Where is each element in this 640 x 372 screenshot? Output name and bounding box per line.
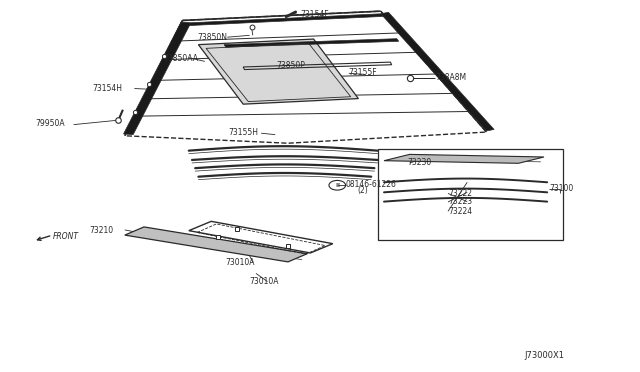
Text: 73850AA: 73850AA [163,54,198,63]
Text: 73850N: 73850N [197,33,227,42]
Bar [378,149,563,240]
Polygon shape [198,39,358,104]
Text: FRONT: FRONT [52,232,79,241]
Polygon shape [384,154,544,163]
Text: B: B [335,183,339,188]
Polygon shape [224,39,399,47]
Text: 73210: 73210 [90,226,114,235]
Text: 73154H: 73154H [93,84,123,93]
Text: 73154F: 73154F [301,10,330,19]
Text: 73100: 73100 [549,185,573,193]
Text: 738A8M: 738A8M [435,73,467,82]
Text: 73222: 73222 [448,189,472,198]
Polygon shape [125,227,307,262]
Text: J73000X1: J73000X1 [525,351,564,360]
Text: 73010A: 73010A [225,258,255,267]
Text: 73223: 73223 [448,198,472,206]
Polygon shape [124,22,191,135]
Text: 73850P: 73850P [276,61,305,70]
Text: 79950A: 79950A [35,119,65,128]
Polygon shape [184,14,384,26]
Text: 73155F: 73155F [349,68,378,77]
Text: 08146-61226: 08146-61226 [346,180,396,189]
Text: 73224: 73224 [448,207,472,216]
Polygon shape [381,12,494,131]
Text: 73155H: 73155H [228,128,259,137]
Text: (2): (2) [357,186,368,195]
Text: 73010A: 73010A [250,277,279,286]
Text: 73230: 73230 [408,158,432,167]
